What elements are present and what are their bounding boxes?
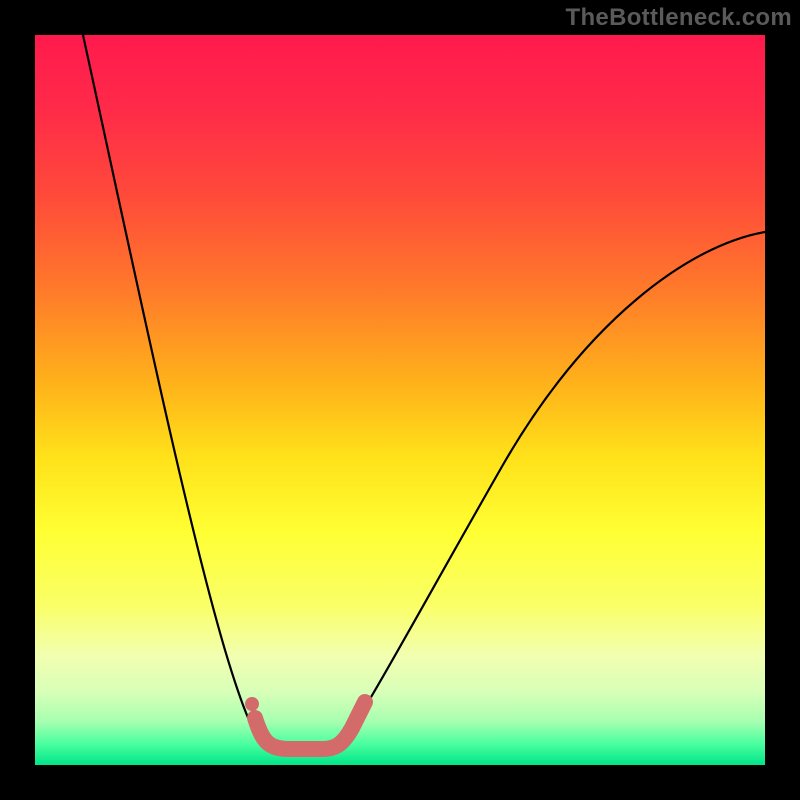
bottleneck-curve-chart <box>0 0 800 800</box>
chart-root: TheBottleneck.com <box>0 0 800 800</box>
optimal-point-marker <box>245 697 259 711</box>
plot-background-gradient <box>35 35 765 765</box>
watermark-text: TheBottleneck.com <box>566 4 792 32</box>
